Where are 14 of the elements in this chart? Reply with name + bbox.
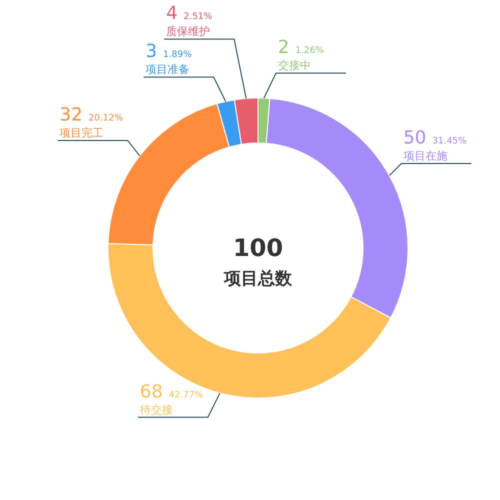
data-label: 2 1.26% [278, 37, 324, 58]
data-label: 3 1.89% [146, 41, 192, 62]
data-label: 32 20.12% [60, 104, 124, 126]
slice-label: 项目准备 [146, 63, 190, 76]
slice-label: 项目完工 [60, 126, 104, 140]
slice-label: 项目在施 [403, 150, 448, 163]
slice-label: 质保维护 [166, 25, 210, 38]
slice-label: 待交接 [140, 403, 173, 416]
text: 100 [232, 234, 284, 262]
text: 项目总数 [223, 269, 293, 289]
data-label: 50 31.45% [403, 128, 468, 149]
data-label: 68 42.77% [140, 381, 204, 402]
data-label: 4 2.51% [166, 3, 213, 24]
slice-label: 交接中 [278, 59, 311, 72]
